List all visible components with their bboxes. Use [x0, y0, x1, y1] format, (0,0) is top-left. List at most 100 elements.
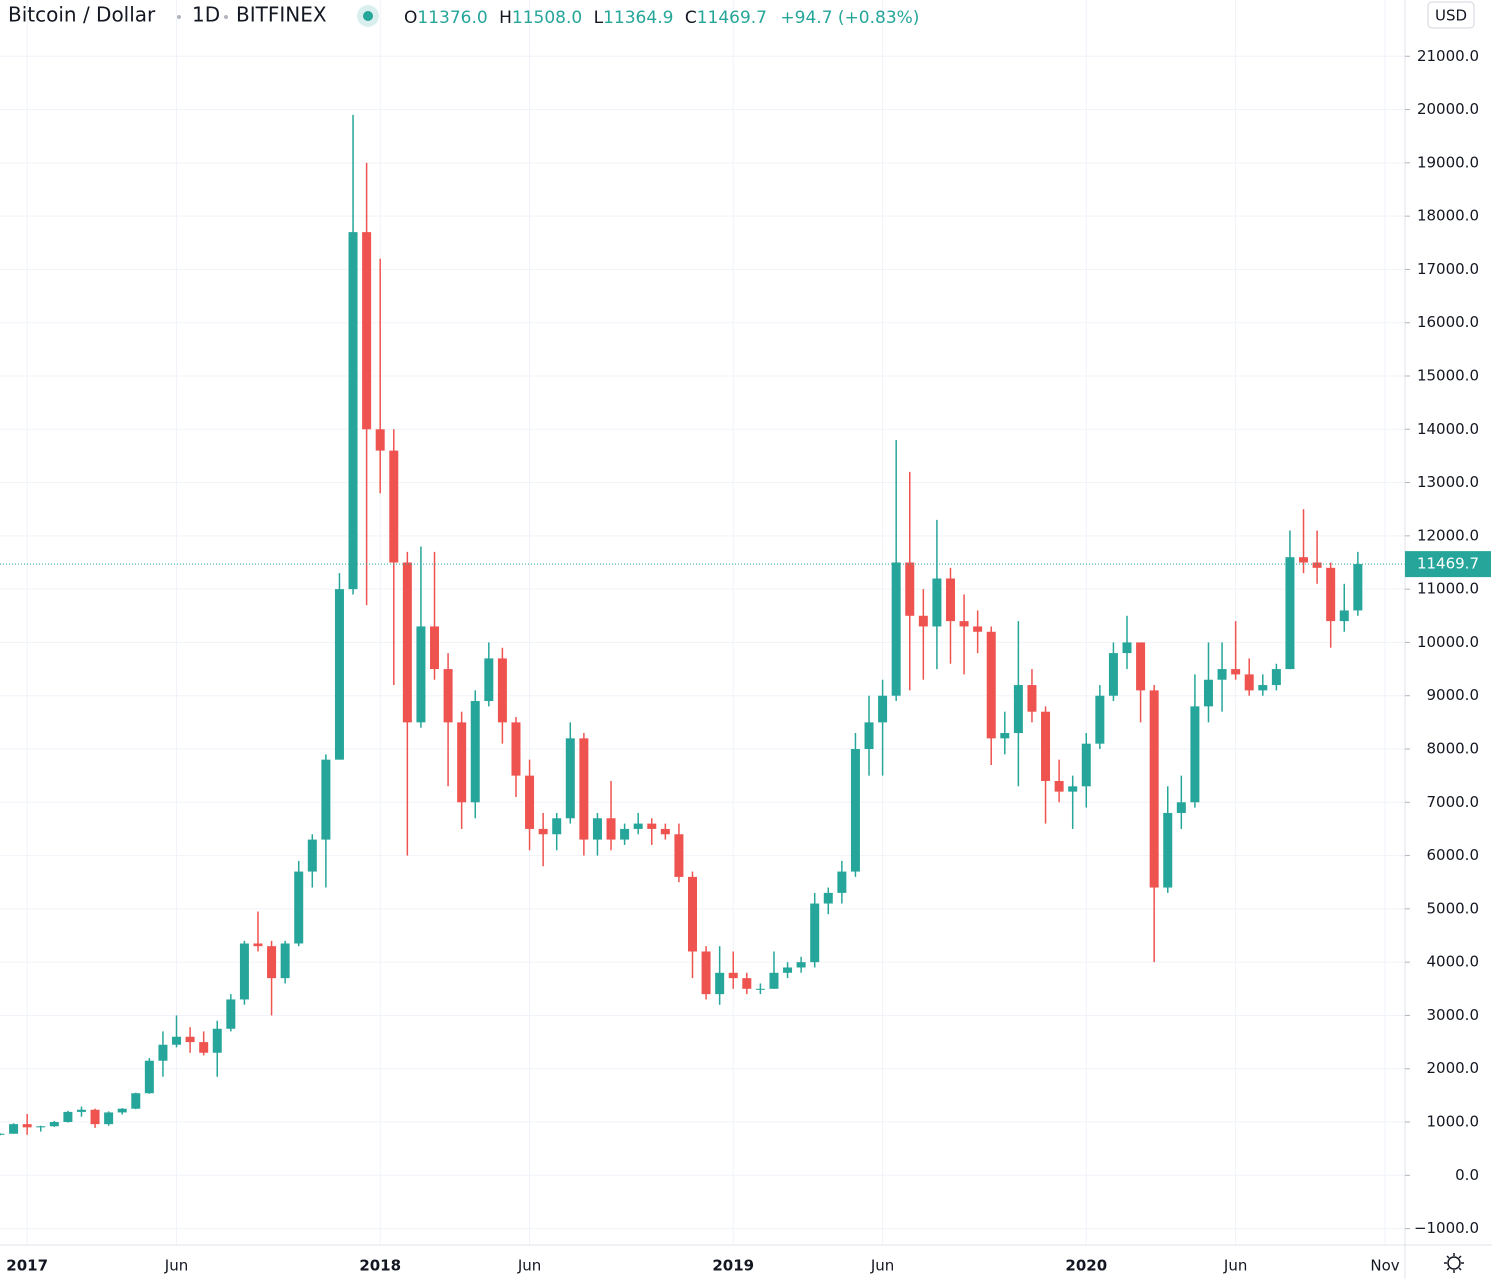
candle-body: [457, 722, 467, 803]
y-tick-label: 15000.0: [1417, 366, 1479, 384]
candle-body: [321, 759, 331, 840]
candle-body: [973, 626, 983, 632]
x-tick-label: 2019: [712, 1257, 754, 1275]
candle-body: [525, 775, 535, 829]
candle-body: [701, 951, 711, 995]
separator: [177, 15, 181, 19]
candle-body: [823, 892, 833, 904]
candle-body: [783, 967, 793, 973]
candle-body: [416, 626, 426, 723]
candle-body: [837, 871, 847, 893]
legend-l-label: L: [594, 8, 604, 28]
candle-body: [1339, 610, 1349, 622]
candle-body: [1299, 557, 1309, 563]
y-tick-label: 1000.0: [1427, 1113, 1480, 1131]
candle-body: [375, 429, 385, 451]
candle-body: [470, 701, 480, 803]
legend-c-label: C: [685, 8, 697, 28]
candle-body: [1068, 786, 1078, 792]
candle-body: [1095, 695, 1105, 744]
legend-change: +94.7 (+0.83%): [780, 8, 919, 28]
candle-body: [660, 828, 670, 835]
candle-body: [755, 988, 765, 990]
candle-body: [0, 1133, 5, 1135]
candle-body: [647, 823, 657, 829]
candle-body: [918, 615, 928, 627]
exchange: BITFINEX: [236, 3, 327, 27]
candle-body: [674, 834, 684, 877]
x-tick-label: Jun: [517, 1257, 541, 1275]
candles: [0, 114, 1405, 1136]
candle-body: [810, 903, 820, 963]
candle-body: [443, 669, 453, 723]
candle-body: [864, 722, 874, 750]
y-tick-label: 13000.0: [1417, 473, 1479, 491]
candle-body: [389, 450, 399, 563]
y-tick-label: 5000.0: [1427, 899, 1480, 917]
settings-icon[interactable]: [1444, 1253, 1464, 1273]
candle-body: [430, 626, 440, 670]
candle-body: [253, 943, 263, 947]
y-tick-label: 2000.0: [1427, 1059, 1480, 1077]
candle-body: [1027, 685, 1037, 712]
y-tick-label: 6000.0: [1427, 846, 1480, 864]
candle-body: [769, 972, 779, 989]
candle-body: [1108, 653, 1118, 696]
candle-body: [1217, 669, 1227, 680]
y-tick-label: 7000.0: [1427, 793, 1480, 811]
interval: 1D: [192, 3, 220, 27]
candle-body: [497, 658, 507, 723]
y-tick-label: 4000.0: [1427, 953, 1480, 971]
status-dot: [363, 11, 373, 21]
candle-body: [606, 818, 616, 840]
candle-body: [715, 972, 725, 995]
candle-body: [348, 232, 358, 590]
y-tick-label: 8000.0: [1427, 740, 1480, 758]
candle-body: [1081, 743, 1091, 787]
candle-body: [158, 1044, 168, 1061]
candle-body: [959, 621, 969, 627]
candle-body: [362, 232, 372, 430]
candle-body: [104, 1112, 114, 1125]
y-tick-label: 14000.0: [1417, 420, 1479, 438]
candle-body: [1190, 706, 1200, 803]
y-tick-label: 17000.0: [1417, 260, 1479, 278]
candle-body: [1163, 812, 1173, 888]
candle-body: [334, 589, 344, 760]
y-tick-label: 21000.0: [1417, 47, 1479, 65]
candle-body: [9, 1124, 19, 1134]
y-tick-label: 3000.0: [1427, 1006, 1480, 1024]
candle-body: [986, 631, 996, 739]
candle-body: [144, 1060, 154, 1094]
candle-body: [905, 562, 915, 616]
candle-body: [945, 578, 955, 622]
candle-body: [49, 1122, 59, 1127]
legend-h: 11508.0: [512, 8, 582, 28]
y-tick-label: 11000.0: [1417, 580, 1479, 598]
candle-body: [742, 978, 752, 989]
candle-body: [878, 695, 888, 723]
candle-body: [850, 749, 860, 872]
candle-body: [1122, 642, 1132, 654]
x-tick-label: 2018: [359, 1257, 401, 1275]
candle-body: [267, 946, 277, 979]
candle-body: [1203, 679, 1213, 707]
candle-body: [212, 1028, 222, 1053]
legend-o: 11376.0: [417, 8, 487, 28]
y-tick-label: −1000.0: [1414, 1219, 1479, 1237]
candle-body: [131, 1093, 141, 1109]
candle-body: [402, 562, 412, 723]
candle-body: [592, 818, 602, 840]
x-tick-label: Nov: [1370, 1257, 1399, 1275]
legend-h-label: H: [499, 8, 512, 28]
currency-button[interactable]: [1427, 1, 1475, 29]
last-price-label: 11469.7: [1417, 555, 1479, 573]
candle-body: [1231, 669, 1241, 675]
candle-body: [239, 943, 249, 1000]
candle-body: [1244, 674, 1254, 691]
candle-body: [294, 871, 304, 944]
candle-body: [1136, 642, 1146, 691]
